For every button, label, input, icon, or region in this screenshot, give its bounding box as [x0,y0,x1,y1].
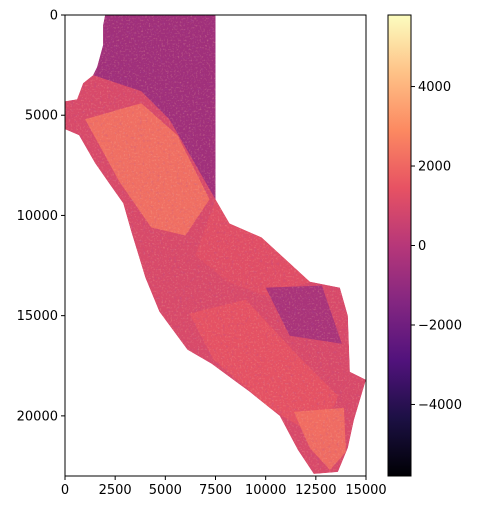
colorbar-tick-label: −4000 [418,398,462,413]
x-tick-label: 12500 [295,483,336,498]
y-tick-label: 15000 [17,309,58,324]
colorbar-tick-label: 2000 [418,160,451,175]
colorbar-gradient [388,15,411,476]
y-tick-label: 0 [50,9,58,24]
x-tick-label: 7500 [199,483,232,498]
colorbar: 4000 2000 0 −2000 −4000 [387,14,462,477]
colorbar-ticks: 4000 2000 0 −2000 −4000 [411,80,462,413]
x-axis: 0 2500 5000 7500 10000 12500 15000 [61,476,387,498]
x-tick-label: 5000 [149,483,182,498]
colorbar-tick-label: −2000 [418,318,462,333]
x-tick-label: 2500 [99,483,132,498]
x-tick-label: 10000 [245,483,286,498]
y-tick-label: 5000 [25,109,58,124]
x-tick-label: 0 [61,483,69,498]
x-tick-label: 15000 [345,483,386,498]
colorbar-tick-label: 4000 [418,80,451,95]
plot-area [64,14,367,477]
colorbar-tick-label: 0 [418,239,426,254]
y-tick-label: 10000 [17,209,58,224]
y-axis: 0 5000 10000 15000 20000 [17,9,65,424]
y-tick-label: 20000 [17,409,58,424]
